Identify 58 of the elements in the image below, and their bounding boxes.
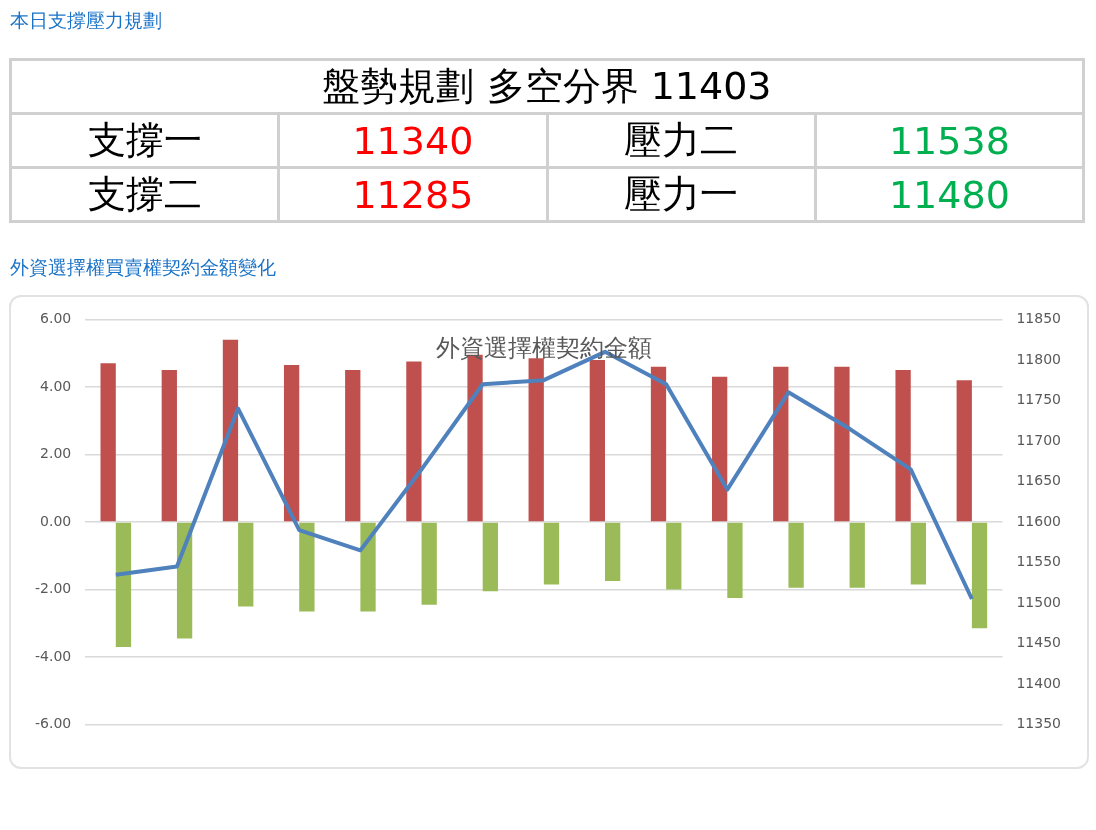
bar — [788, 522, 804, 588]
data-label: 11340 — [278, 113, 547, 168]
y2-tick-label: 11500 — [1016, 593, 1062, 610]
bar — [666, 522, 682, 590]
data-label: 11285 — [278, 167, 547, 222]
bar — [849, 522, 865, 588]
bar — [482, 522, 498, 592]
y-tick-label: -2.00 — [34, 580, 72, 597]
chart-title: 外資選擇權買賣權契約金額變化 — [10, 255, 276, 280]
category-label: 壓力一 — [547, 167, 816, 222]
y2-tick-label: 11650 — [1016, 472, 1062, 489]
y-tick-label: 2.00 — [40, 445, 72, 462]
text: 本日支撐壓力規劃 — [10, 8, 162, 33]
y-tick-label: -4.00 — [34, 647, 72, 664]
bar — [360, 522, 376, 612]
bar — [421, 522, 437, 605]
y2-tick-label: 11850 — [1016, 310, 1062, 327]
y2-tick-label: 11700 — [1016, 431, 1062, 448]
y-tick-label: 6.00 — [40, 310, 72, 327]
bar — [238, 522, 254, 607]
bar — [528, 358, 544, 522]
category-label: 支撐一 — [10, 113, 279, 168]
bar — [222, 339, 239, 522]
bar — [956, 380, 972, 522]
bar — [604, 522, 621, 582]
y2-tick-label: 11750 — [1016, 391, 1062, 408]
bar — [727, 522, 743, 598]
bar — [100, 363, 116, 522]
category-label: 壓力二 — [547, 113, 816, 168]
bar — [543, 522, 560, 585]
category-label: 支撐二 — [10, 167, 279, 222]
bar — [345, 370, 361, 522]
bar — [650, 366, 667, 522]
bar — [283, 364, 300, 522]
bar — [895, 370, 911, 522]
text: 外資選擇權契約金額 — [435, 333, 652, 362]
y2-tick-label: 11550 — [1016, 553, 1062, 570]
bar — [971, 522, 988, 629]
bar — [406, 361, 422, 522]
data-label: 11538 — [815, 113, 1084, 168]
y2-tick-label: 11400 — [1016, 674, 1062, 691]
bar — [773, 366, 789, 522]
y-tick-label: 0.00 — [40, 512, 72, 529]
y2-tick-label: 11800 — [1016, 350, 1062, 367]
bar — [589, 359, 605, 522]
y2-tick-label: 11600 — [1016, 512, 1062, 529]
bar — [299, 522, 315, 612]
y-tick-label: 4.00 — [40, 377, 72, 394]
y2-tick-label: 11450 — [1016, 634, 1062, 651]
y2-tick-label: 11350 — [1016, 715, 1062, 732]
y-tick-label: -6.00 — [34, 715, 72, 732]
bar — [161, 370, 177, 522]
bar — [712, 376, 728, 522]
bar — [834, 366, 850, 522]
text: 盤勢規劃 多空分界 11403 — [10, 59, 1084, 114]
bar — [115, 522, 132, 647]
bar — [910, 522, 927, 585]
data-label: 11480 — [815, 167, 1084, 222]
